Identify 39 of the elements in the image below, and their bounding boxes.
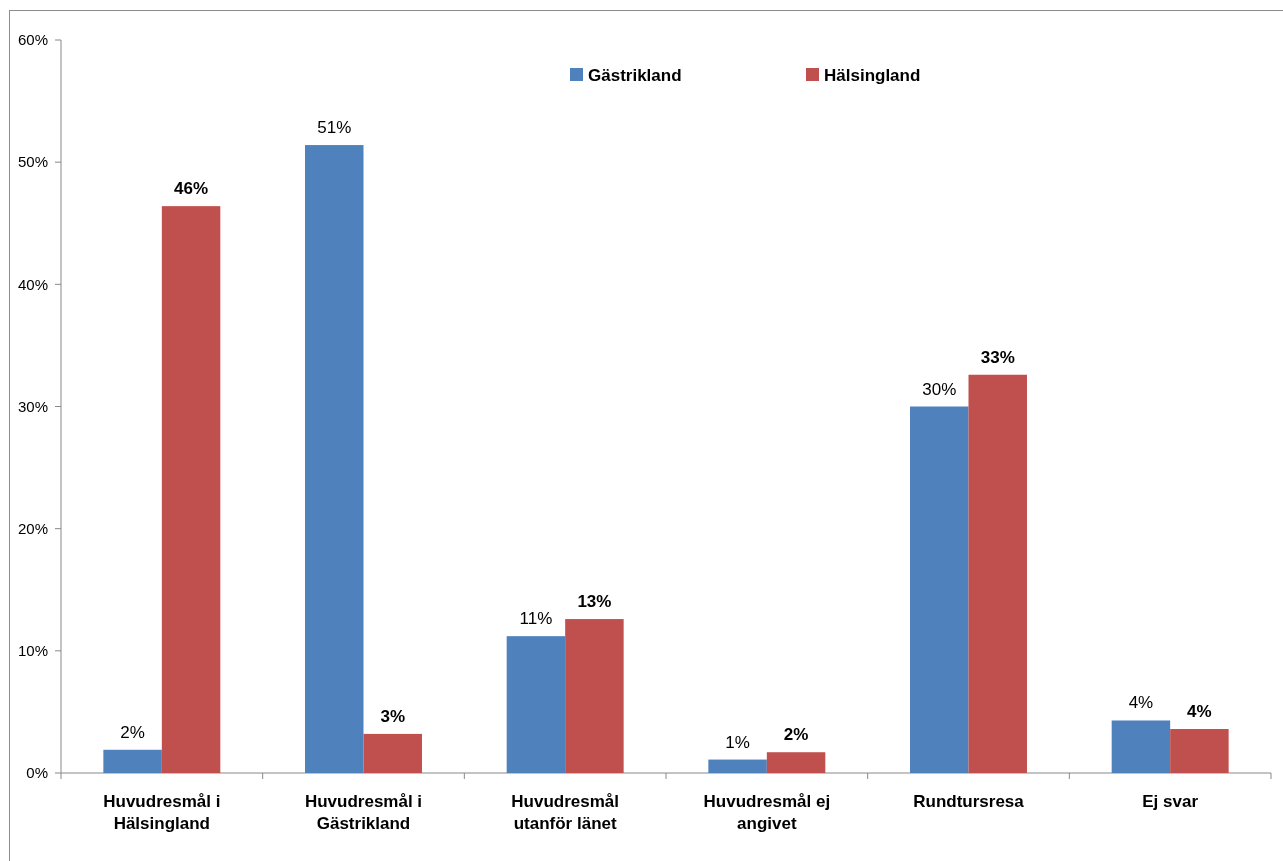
bar: [708, 759, 767, 773]
bar: [1111, 720, 1171, 773]
bar: [1170, 729, 1229, 773]
bar: [305, 145, 364, 773]
y-tick-label: 20%: [17, 519, 48, 537]
bar: [968, 374, 1027, 773]
bar: [363, 733, 422, 773]
bar: [766, 752, 826, 773]
x-tick-label: Rundtursresa: [913, 792, 1025, 811]
y-tick-label: 40%: [17, 275, 48, 293]
data-label: 4%: [1187, 702, 1212, 722]
data-label: 4%: [1128, 693, 1154, 713]
x-tick-label: Huvudresmål ej angivet: [703, 792, 831, 833]
data-label: 2%: [783, 725, 809, 745]
data-label: 33%: [980, 347, 1015, 367]
data-label: 51%: [317, 118, 352, 138]
data-label: 13%: [577, 592, 612, 612]
data-label: 2%: [120, 722, 145, 742]
y-tick-label: 0%: [26, 764, 48, 782]
legend-label: Gästrikland: [588, 66, 682, 85]
x-tick-label: Ej svar: [1142, 792, 1199, 811]
bar: [910, 406, 969, 773]
legend-label: Hälsingland: [824, 66, 921, 85]
x-tick-label: Huvudresmål i Hälsingland: [103, 792, 221, 833]
data-label: 46%: [174, 179, 209, 199]
data-label: 1%: [725, 732, 750, 752]
bar: [103, 749, 162, 773]
x-tick-label: Huvudresmål utanför länet: [511, 792, 620, 833]
y-tick-label: 10%: [17, 642, 48, 660]
bar: [565, 619, 624, 773]
y-tick-label: 50%: [17, 153, 48, 171]
bar: [161, 206, 221, 773]
y-tick-label: 30%: [17, 397, 48, 415]
x-tick-label: Huvudresmål i Gästrikland: [304, 792, 423, 833]
data-label: 11%: [519, 609, 553, 629]
bar: [506, 636, 566, 773]
data-label: 3%: [380, 706, 406, 726]
y-tick-label: 60%: [17, 31, 48, 49]
data-label: 30%: [922, 379, 957, 399]
